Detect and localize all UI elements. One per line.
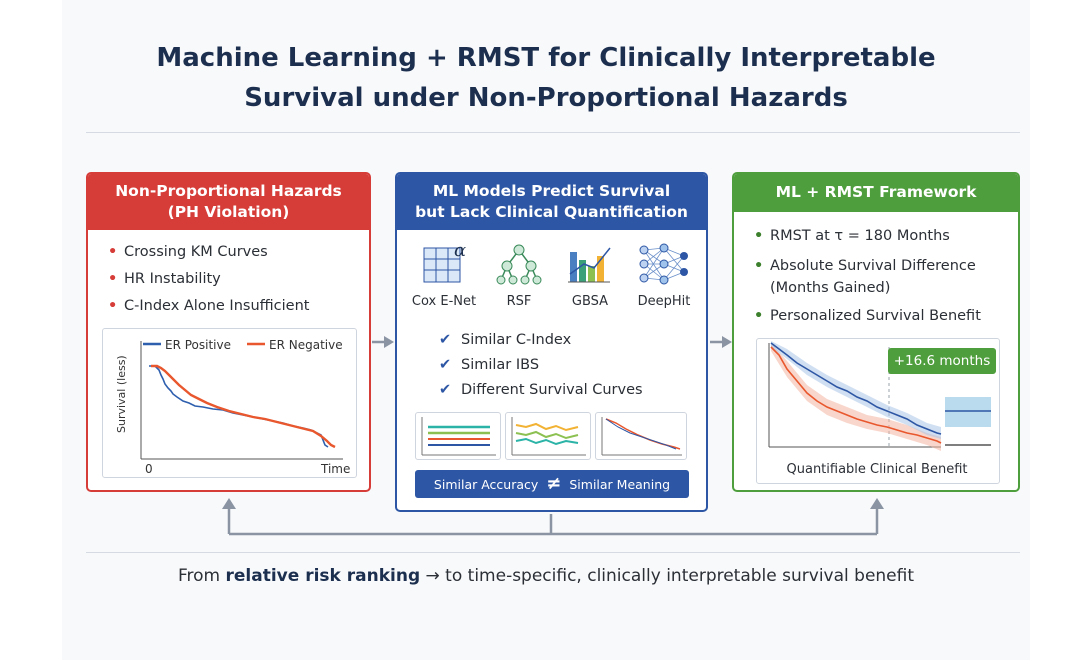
rmst-survival-svg: Quantifiable Clinical Benefit xyxy=(768,341,991,477)
km-curve-chart: ER Positive ER Negative Survival (less) … xyxy=(102,328,357,478)
list-item: ✔ Different Survival Curves xyxy=(439,382,643,398)
list-item-continued: (Months Gained) xyxy=(770,280,891,296)
model-label: GBSA xyxy=(571,294,609,309)
mini-chart-2 xyxy=(505,412,591,460)
panel-ph-violation-title: Non-Proportional Hazards xyxy=(115,182,342,200)
rmst-benefit-band xyxy=(945,397,991,427)
list-item: • RMST at τ = 180 Months xyxy=(754,228,950,244)
diagram-title: Machine Learning + RMST for Clinically I… xyxy=(0,38,1092,118)
svg-text:α: α xyxy=(454,240,466,261)
legend-label-er-positive: ER Positive xyxy=(165,338,231,352)
model-label: Cox E-Net xyxy=(411,294,477,309)
summary-suffix: to time-specific, clinically interpretab… xyxy=(439,566,915,586)
list-item: • C-Index Alone Insufficient xyxy=(108,298,310,314)
title-line-2: Survival under Non-Proportional Hazards xyxy=(244,83,848,113)
km-curve-er-positive xyxy=(149,365,329,448)
mini-chart-3 xyxy=(595,412,687,460)
banner-right-text: Similar Meaning xyxy=(569,477,671,492)
model-rsf: RSF xyxy=(489,240,549,309)
panel-ml-models-subtitle: but Lack Clinical Quantification xyxy=(415,203,688,221)
grid-alpha-icon: α xyxy=(423,240,466,283)
not-equal-icon: ≠ xyxy=(546,473,562,494)
summary-prefix: From xyxy=(177,566,226,586)
model-deephit: DeepHit xyxy=(627,240,701,309)
accuracy-vs-meaning-banner: Similar Accuracy ≠ Similar Meaning xyxy=(415,470,689,498)
panel-ml-models-title: ML Models Predict Survival xyxy=(432,182,671,200)
rmst-curve-negative xyxy=(770,346,942,444)
bottom-divider xyxy=(86,552,1020,553)
km-curve-er-negative xyxy=(151,364,336,449)
bottom-summary: From relative risk ranking → to time-spe… xyxy=(0,566,1092,586)
model-label: DeepHit xyxy=(637,294,691,309)
list-item: ✔ Similar IBS xyxy=(439,357,540,373)
panel-rmst-framework-header: ML + RMST Framework xyxy=(734,174,1018,212)
banner-left-text: Similar Accuracy xyxy=(433,477,539,492)
rmst-band-negative xyxy=(771,343,941,451)
list-item: ✔ Similar C-Index xyxy=(439,332,572,348)
tree-icon xyxy=(496,244,542,285)
panel-rmst-framework: ML + RMST Framework • RMST at τ = 180 Mon… xyxy=(732,172,1020,492)
list-item: • Absolute Survival Difference xyxy=(754,258,976,274)
title-line-1: Machine Learning + RMST for Clinically I… xyxy=(156,43,936,73)
km-curve-svg: ER Positive ER Negative Survival (less) … xyxy=(115,338,350,476)
list-item: • Personalized Survival Benefit xyxy=(754,308,981,324)
legend-label-er-negative: ER Negative xyxy=(269,338,343,352)
panel-ph-violation-header: Non-Proportional Hazards (PH Violation) xyxy=(88,174,369,230)
model-label: RSF xyxy=(506,294,532,309)
panel-ml-models: ML Models Predict Survival but Lack Clin… xyxy=(395,172,708,512)
panel-ph-violation: Non-Proportional Hazards (PH Violation) … xyxy=(86,172,371,492)
km-xlabel: Time xyxy=(320,462,350,476)
summary-bold: relative risk ranking xyxy=(225,566,421,586)
mini-chart-1 xyxy=(415,412,501,460)
km-x-start: 0 xyxy=(145,462,153,476)
panel-ph-violation-subtitle: (PH Violation) xyxy=(167,203,290,221)
panel-ml-models-header: ML Models Predict Survival but Lack Clin… xyxy=(397,174,706,230)
rmst-band-positive xyxy=(771,341,941,439)
list-item: • HR Instability xyxy=(108,271,221,287)
bar-chart-icon xyxy=(568,247,611,283)
model-cox-enet: α Cox E-Net xyxy=(407,240,481,309)
neural-network-icon xyxy=(639,243,688,285)
list-item: • Crossing KM Curves xyxy=(108,244,268,260)
survival-gain-badge: +16.6 months xyxy=(888,348,996,374)
top-divider xyxy=(86,132,1020,133)
right-arrow-icon: → xyxy=(425,566,440,586)
rmst-curve-positive xyxy=(770,342,942,435)
rmst-caption: Quantifiable Clinical Benefit xyxy=(787,462,968,477)
model-gbsa: GBSA xyxy=(557,240,623,309)
km-ylabel: Survival (less) xyxy=(115,355,128,433)
